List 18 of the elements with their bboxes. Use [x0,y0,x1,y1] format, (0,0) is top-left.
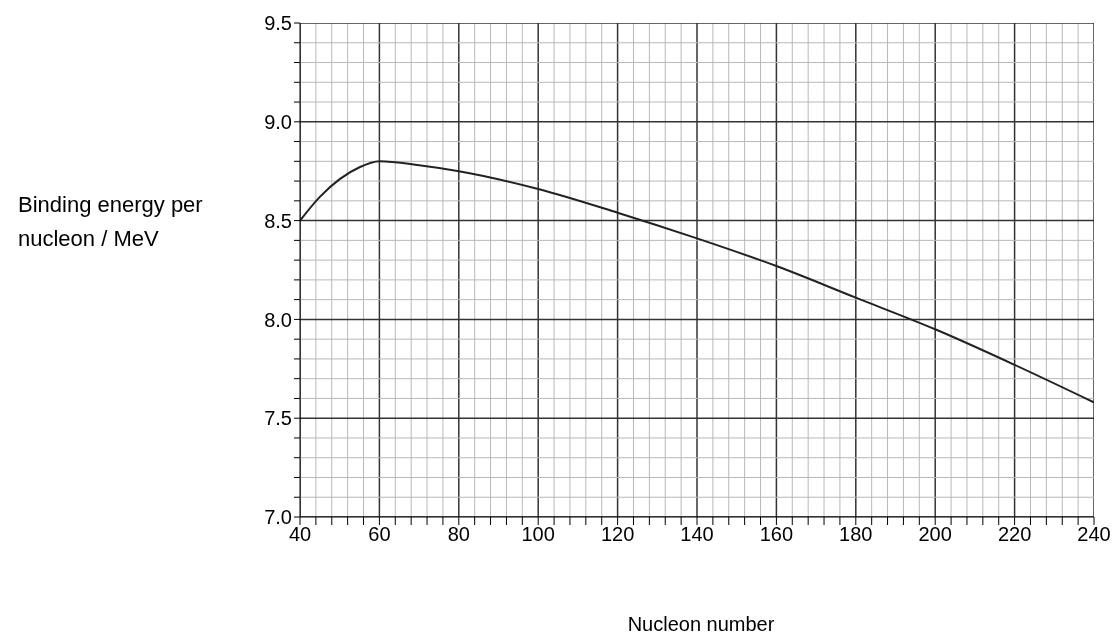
x-tick-label: 200 [918,523,952,546]
y-tick-label: 8.0 [264,308,292,331]
x-tick-label: 240 [1077,523,1111,546]
x-tick-label: 120 [600,523,635,546]
x-tick-label: 100 [521,523,555,546]
x-tick-label: 80 [447,523,470,546]
x-axis-title: Nucleon number [626,613,776,636]
y-tick-label: 8.5 [264,209,292,232]
y-tick-label: 9.5 [264,12,292,35]
y-axis-title: Binding energy per nucleon / MeV [18,191,204,253]
y-tick-label: 7.5 [264,407,292,430]
x-tick-label: 160 [759,523,794,546]
x-tick-label: 60 [368,523,391,546]
line-series [300,160,1094,404]
x-tick-label: 220 [997,523,1032,546]
y-tick-label: 9.0 [264,110,292,133]
x-tick-label: 180 [839,523,873,546]
x-tick-label: 140 [680,523,714,546]
